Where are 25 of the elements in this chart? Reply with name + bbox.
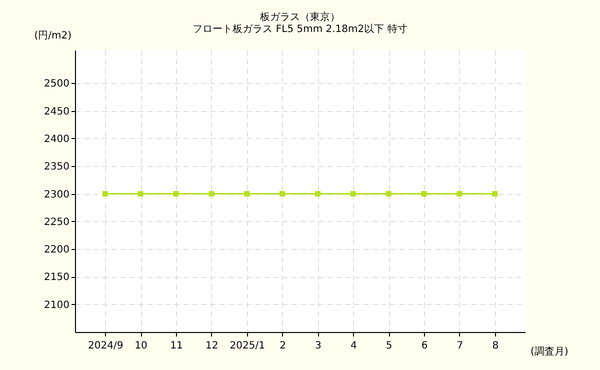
chart-subtitle: フロート板ガラス FL5 5mm 2.18m2以下 特寸	[192, 23, 408, 35]
x-tick-label: 11	[170, 340, 183, 352]
y-tick-label: 2100	[44, 300, 70, 311]
y-tick-label: 2350	[44, 162, 70, 173]
x-tick-label: 10	[134, 340, 148, 352]
y-tick-label: 2250	[44, 216, 70, 228]
x-tick-label: 12	[206, 340, 218, 352]
chart-title: 板ガラス（東京）	[259, 11, 340, 23]
y-axis-title: (円/m2)	[34, 30, 72, 42]
y-tick-label: 2200	[44, 244, 70, 256]
x-tick-label: 7	[456, 340, 464, 352]
y-tick-label: 2150	[44, 272, 70, 284]
x-tick-label: 4	[350, 340, 357, 352]
x-tick-label: 2025/1	[230, 340, 265, 352]
x-axis-title: (調査月)	[530, 346, 568, 358]
y-tick-label: 2300	[44, 189, 70, 200]
x-tick-label: 3	[315, 340, 322, 352]
y-tick-label: 2450	[44, 106, 70, 118]
x-tick-label: 2024/9	[88, 340, 124, 352]
x-tick-label: 8	[492, 340, 499, 352]
x-tick-label: 2	[280, 340, 286, 352]
x-tick-label: 6	[421, 340, 428, 352]
y-tick-label: 2500	[44, 78, 70, 90]
x-tick-label: 5	[386, 340, 392, 352]
y-tick-label: 2400	[44, 134, 70, 145]
